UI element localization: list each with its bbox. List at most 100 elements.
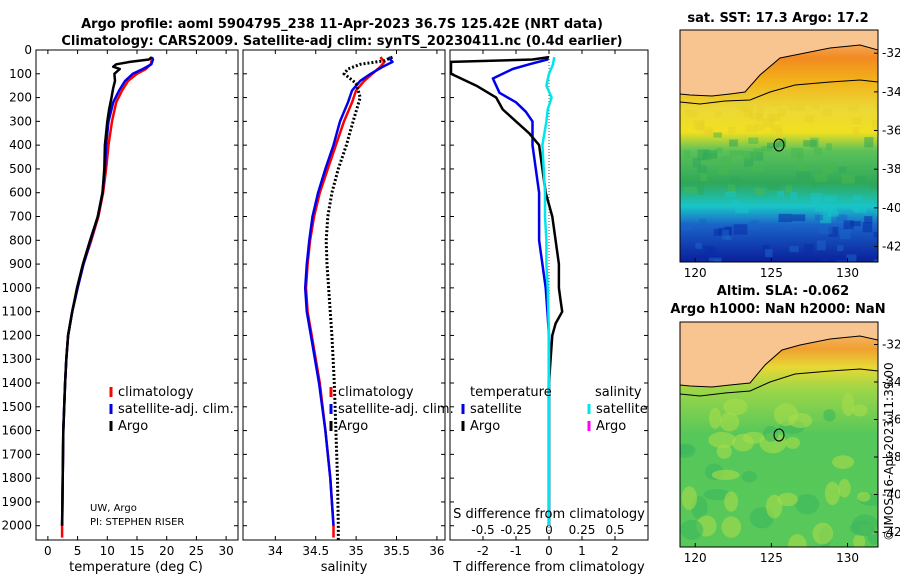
sst-pixel [744,109,753,118]
sst-pixel [736,100,746,110]
sst-pixel [713,132,722,138]
s-tick-label: 0 [545,523,553,537]
temperature-legend-sat: satellite-adj. clim. [118,402,234,417]
depth-tick-label: 1200 [1,328,32,342]
sst-profile-marker [773,138,785,152]
lat-tick-label: -36 [882,124,900,138]
sst-pixel [873,259,878,262]
sst-pixel [708,247,717,256]
sst-pixel [823,195,838,202]
lon-tick-label: 125 [760,551,783,565]
sst-pixel [766,180,780,189]
sst-pixel [873,231,878,238]
sst-pixel [841,174,855,184]
sst-pixel [818,224,833,234]
sst-pixel [827,211,839,217]
sst-pixel [683,150,691,159]
sst-pixel [822,108,832,117]
lat-tick-label: -32 [882,46,900,60]
sst-pixel [790,191,798,200]
sst-pixel [776,128,783,140]
sst-pixel [791,214,806,222]
sla-map-axes: 120 125 130 -32 -34 -36 -38 -40 -42 [684,338,900,566]
lat-tick-label: -40 [882,201,900,215]
sst-pixel [796,153,804,162]
sst-pixel [697,184,704,196]
figure-title-line2: Climatology: CARS2009. Satellite-adj cli… [61,34,622,49]
difference-legend-t-argo: Argo [470,419,500,434]
difference-x-ticks: -2 -1 0 1 2 -0.5 -0.25 0 0.25 0.5 [471,50,625,558]
salinity-legend: climatology satellite-adj. clim. Argo [329,385,454,434]
series-argo [324,55,394,540]
difference-legend: temperature salinity satellite Argo sate… [461,385,648,434]
sst-map [680,30,878,262]
sst-pixel [852,195,863,201]
sst-pixel [716,147,723,153]
lon-tick-label: 125 [760,266,783,280]
sla-blob [785,436,801,449]
sla-blob [812,522,834,545]
x-tick-label: 36 [429,544,444,558]
sst-pixel [692,157,702,168]
sst-map-axes: 120 125 130 -32 -34 -36 -38 -40 -42 [684,46,900,280]
x-tick-label: -1 [510,544,522,558]
sst-pixel [816,240,826,251]
sst-pixel [803,140,817,147]
sst-pixel [728,126,736,133]
sst-pixel [748,137,759,144]
sla-blob [824,481,840,506]
sst-pixel [733,224,748,235]
sst-pixel [722,229,729,240]
sst-pixel [754,187,765,195]
sst-pixel [729,150,744,156]
temperature-xlabel: temperature (deg C) [69,560,203,575]
sst-pixel [750,219,759,230]
sst-pixel [835,260,846,262]
s-tick-label: 0.25 [569,523,596,537]
sst-pixel [864,137,874,148]
depth-tick-label: 500 [9,162,32,176]
series-climatology [304,56,386,538]
sla-blob [711,469,740,480]
x-tick-label: 35.5 [383,544,410,558]
sst-pixel [855,176,866,184]
sst-pixel [828,226,839,238]
sla-blob [823,409,836,422]
figure-title-line1: Argo profile: aoml 5904795_238 11-Apr-20… [81,17,603,32]
depth-tick-label: 1000 [1,281,32,295]
sst-pixel [693,120,705,130]
sst-pixel [872,119,878,131]
sla-blob [766,494,783,519]
sst-pixel [734,179,742,189]
sst-pixel [753,148,765,155]
lat-tick-label: -34 [882,375,900,389]
sst-pixel [750,165,764,172]
sst-pixel [795,171,810,180]
sst-pixel [822,164,835,174]
sst-pixel [695,242,702,249]
sla-blob [721,516,742,538]
sst-pixel [708,257,722,262]
sla-blob [709,407,722,429]
sst-pixel [694,257,707,262]
depth-tick-label: 1300 [1,352,32,366]
difference-x2label: S difference from climatology [453,507,645,522]
sst-pixel [766,142,779,149]
depth-tick-label: 900 [9,257,32,271]
sst-pixel [744,157,754,168]
sst-map-title: sat. SST: 17.3 Argo: 17.2 [687,11,868,26]
x-tick-label: 0 [545,544,553,558]
credit-line2: PI: STEPHEN RISER [90,517,184,528]
salinity-legend-sat: satellite-adj. clim. [338,402,454,417]
sla-blob [708,431,736,449]
sla-blob [841,393,855,417]
lon-tick-label: 130 [836,551,859,565]
sla-land [680,322,878,387]
lon-tick-label: 120 [684,551,707,565]
sst-pixel [756,114,764,122]
sla-map-frame [679,321,879,548]
sla-blob [716,444,732,459]
sst-pixel [851,117,862,125]
depth-tick-label: 1700 [1,447,32,461]
lat-tick-label: -36 [882,413,900,427]
